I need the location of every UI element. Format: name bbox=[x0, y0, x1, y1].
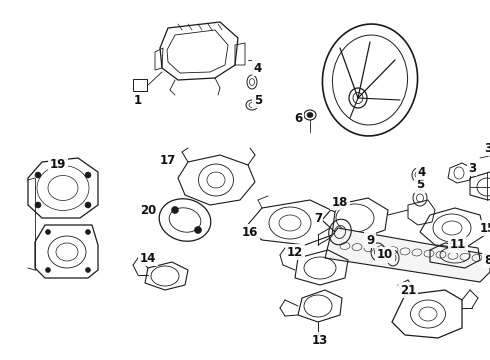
Text: 6: 6 bbox=[294, 112, 302, 125]
Text: 17: 17 bbox=[160, 153, 176, 166]
Text: 4: 4 bbox=[418, 166, 426, 179]
Text: 11: 11 bbox=[450, 238, 466, 252]
Text: 9: 9 bbox=[366, 234, 374, 247]
Ellipse shape bbox=[35, 172, 41, 178]
Text: 16: 16 bbox=[242, 225, 258, 238]
Text: 13: 13 bbox=[312, 333, 328, 346]
Ellipse shape bbox=[46, 267, 50, 273]
Ellipse shape bbox=[35, 202, 41, 208]
Ellipse shape bbox=[307, 112, 313, 117]
Ellipse shape bbox=[195, 226, 201, 234]
Text: 3: 3 bbox=[468, 162, 476, 175]
Text: 5: 5 bbox=[254, 94, 262, 107]
Text: 7: 7 bbox=[314, 211, 322, 225]
Ellipse shape bbox=[85, 267, 91, 273]
Text: 19: 19 bbox=[50, 158, 66, 171]
Text: 5: 5 bbox=[416, 179, 424, 192]
Text: 21: 21 bbox=[400, 284, 416, 297]
Ellipse shape bbox=[85, 202, 91, 208]
Polygon shape bbox=[325, 228, 490, 282]
Text: 14: 14 bbox=[140, 252, 156, 265]
Ellipse shape bbox=[172, 207, 178, 213]
Text: 20: 20 bbox=[140, 203, 156, 216]
Text: 12: 12 bbox=[287, 246, 303, 258]
Ellipse shape bbox=[85, 230, 91, 234]
Text: 8: 8 bbox=[484, 253, 490, 266]
Text: 10: 10 bbox=[377, 248, 393, 261]
Text: 4: 4 bbox=[254, 62, 262, 75]
Text: 3: 3 bbox=[484, 141, 490, 154]
Text: 1: 1 bbox=[134, 94, 142, 107]
Ellipse shape bbox=[46, 230, 50, 234]
Text: 15: 15 bbox=[480, 221, 490, 234]
Ellipse shape bbox=[85, 172, 91, 178]
FancyBboxPatch shape bbox=[133, 79, 147, 91]
Text: 18: 18 bbox=[332, 195, 348, 208]
